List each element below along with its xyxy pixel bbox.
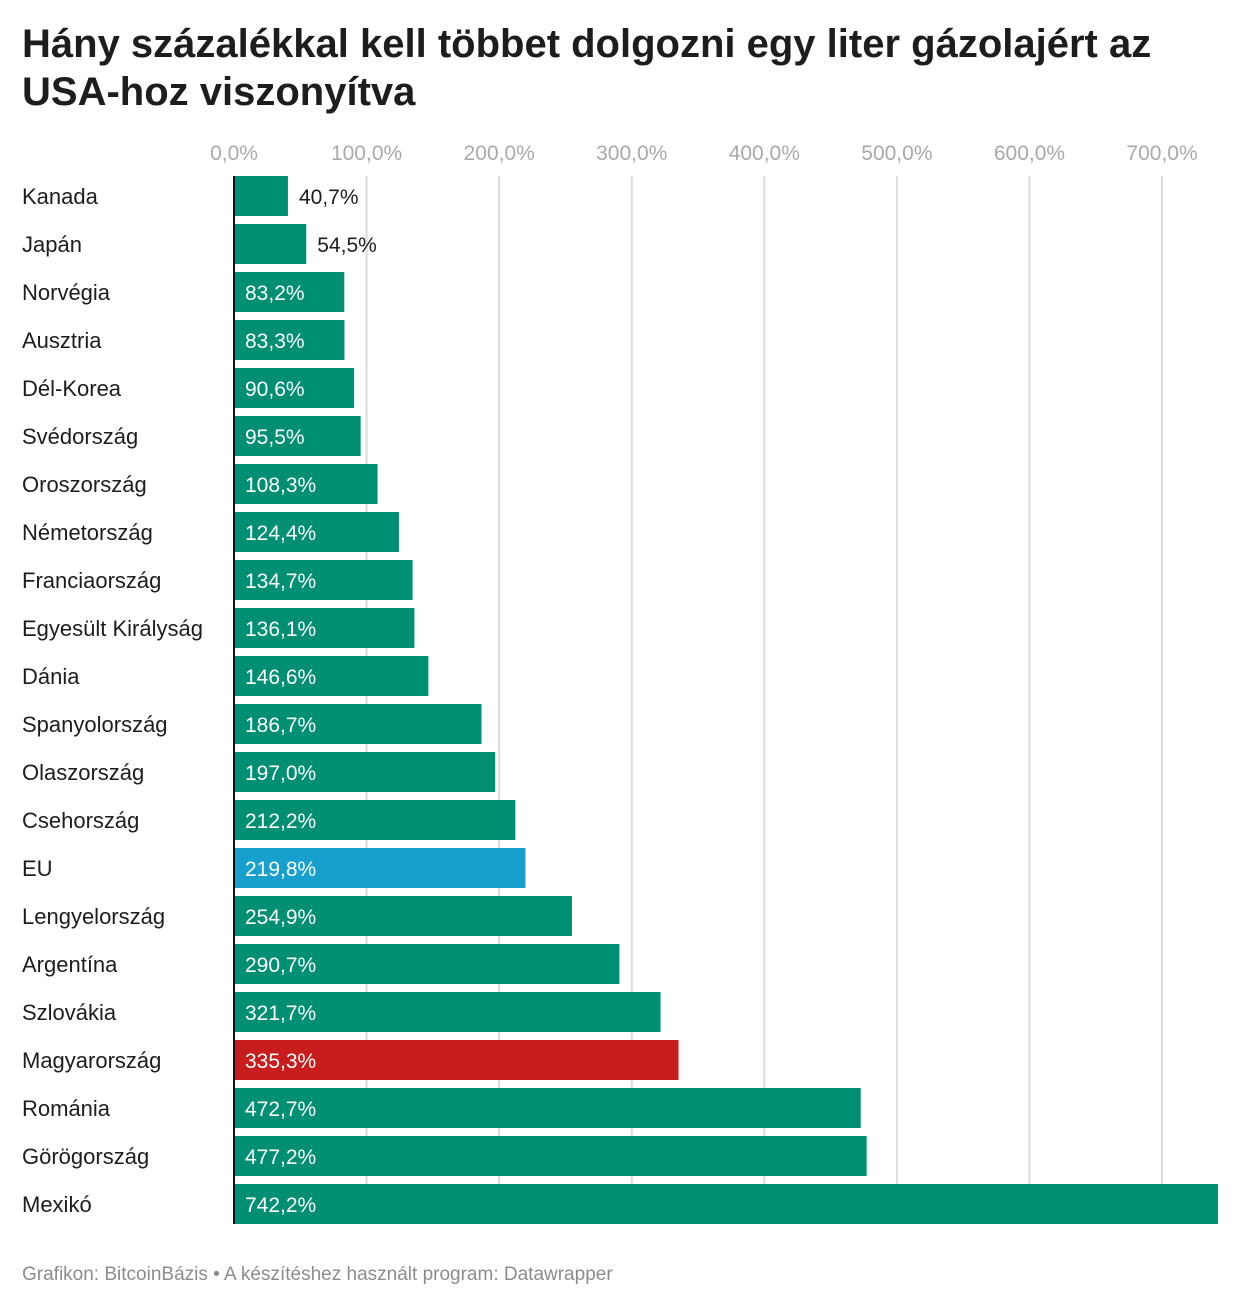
x-tick-label: 0,0% <box>210 142 258 165</box>
bar <box>234 368 355 408</box>
category-label: Csehország <box>22 808 139 833</box>
value-label: 321,7% <box>245 1002 316 1025</box>
x-tick-label: 600,0% <box>994 142 1065 165</box>
category-label: Németország <box>22 520 153 545</box>
value-label: 136,1% <box>245 618 316 641</box>
category-label: Magyarország <box>22 1048 161 1073</box>
category-label: Románia <box>22 1096 111 1121</box>
value-label: 335,3% <box>245 1050 316 1073</box>
value-label: 54,5% <box>317 234 377 257</box>
bar <box>234 416 361 456</box>
x-tick-label: 300,0% <box>596 142 667 165</box>
category-label: Egyesült Királyság <box>22 616 203 641</box>
value-label: 219,8% <box>245 858 316 881</box>
category-label: Spanyolország <box>22 712 168 737</box>
value-label: 254,9% <box>245 906 316 929</box>
category-label: Olaszország <box>22 760 144 785</box>
value-label: 477,2% <box>245 1146 316 1169</box>
category-label: Franciaország <box>22 568 161 593</box>
bar <box>234 320 345 360</box>
category-label: Mexikó <box>22 1192 92 1217</box>
bar <box>234 896 572 936</box>
category-label: Norvégia <box>22 280 111 305</box>
bar <box>234 512 399 552</box>
x-tick-label: 700,0% <box>1126 142 1197 165</box>
x-tick-label: 200,0% <box>464 142 535 165</box>
bar <box>234 1040 679 1080</box>
value-label: 742,2% <box>245 1194 316 1217</box>
category-label: Ausztria <box>22 328 102 353</box>
bar <box>234 992 661 1032</box>
x-tick-label: 400,0% <box>729 142 800 165</box>
value-label: 186,7% <box>245 714 316 737</box>
category-label: Görögország <box>22 1144 149 1169</box>
category-label: Svédország <box>22 424 138 449</box>
value-label: 472,7% <box>245 1098 316 1121</box>
value-label: 146,6% <box>245 666 316 689</box>
bar <box>234 224 307 264</box>
category-label: Dél-Korea <box>22 376 122 401</box>
value-label: 90,6% <box>245 378 305 401</box>
value-label: 124,4% <box>245 522 316 545</box>
category-label: Argentína <box>22 952 118 977</box>
x-tick-label: 500,0% <box>861 142 932 165</box>
category-label: EU <box>22 856 53 881</box>
category-label: Lengyelország <box>22 904 165 929</box>
chart-footer: Grafikon: BitcoinBázis • A készítéshez h… <box>22 1264 613 1285</box>
value-label: 212,2% <box>245 810 316 833</box>
value-label: 197,0% <box>245 762 316 785</box>
bar <box>234 464 378 504</box>
value-label: 108,3% <box>245 474 316 497</box>
bar <box>234 608 415 648</box>
value-label: 40,7% <box>299 186 359 209</box>
x-tick-label: 100,0% <box>331 142 402 165</box>
value-label: 83,2% <box>245 282 305 305</box>
value-label: 290,7% <box>245 954 316 977</box>
bar <box>234 272 345 312</box>
bar <box>234 1136 867 1176</box>
bar <box>234 656 429 696</box>
bar <box>234 752 496 792</box>
category-label: Oroszország <box>22 472 147 497</box>
chart-title: Hány százalékkal kell többet dolgozni eg… <box>22 22 1152 114</box>
bar <box>234 800 516 840</box>
bar <box>234 704 482 744</box>
value-label: 134,7% <box>245 570 316 593</box>
value-label: 83,3% <box>245 330 305 353</box>
bar <box>234 944 620 984</box>
bar <box>234 560 413 600</box>
category-label: Dánia <box>22 664 80 689</box>
bar <box>234 848 526 888</box>
value-label: 95,5% <box>245 426 305 449</box>
bar <box>234 176 288 216</box>
category-label: Szlovákia <box>22 1000 117 1025</box>
category-label: Japán <box>22 232 82 257</box>
category-label: Kanada <box>22 184 99 209</box>
bar-chart: 0,0% 100,0% 200,0% 300,0% 400,0% 500,0% 600,0%… <box>22 142 1218 1224</box>
bar <box>234 1088 861 1128</box>
bar <box>234 1184 1218 1224</box>
